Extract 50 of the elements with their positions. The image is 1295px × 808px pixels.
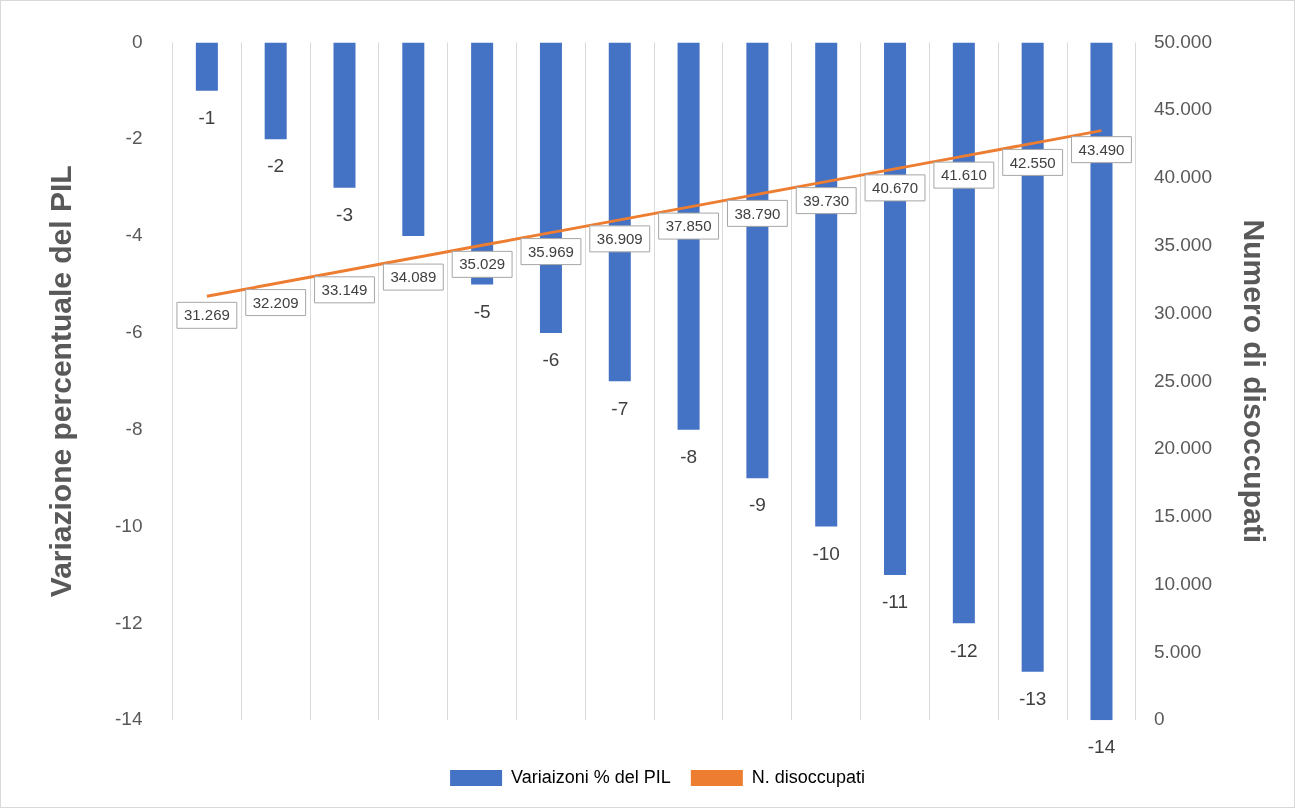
data-label: 40.670 (872, 179, 918, 197)
legend-label: Variaizoni % del PIL (511, 766, 671, 787)
y-tick-label: 0 (131, 30, 143, 52)
data-label: -8 (680, 445, 698, 467)
data-label: -2 (267, 155, 285, 177)
y2-tick-label: 30.000 (1153, 301, 1213, 323)
data-label: 32.209 (252, 293, 299, 311)
y2-tick-label: 10.000 (1153, 572, 1213, 594)
y2-tick-label: 5.000 (1153, 640, 1202, 662)
y2-tick-label: 40.000 (1153, 166, 1213, 188)
data-label: -3 (336, 203, 353, 225)
y2-axis-title: Numero di disoccupati (1237, 219, 1271, 543)
data-label: 34.089 (390, 268, 437, 286)
data-label: -6 (542, 349, 560, 371)
legend-label: N. disoccupati (751, 766, 865, 787)
data-label: 41.610 (940, 166, 987, 184)
data-label: -10 (812, 542, 840, 564)
y-tick-label: -12 (114, 611, 143, 633)
data-label: 38.790 (734, 204, 781, 222)
data-label: -12 (950, 639, 978, 661)
data-label: -1 (198, 107, 216, 129)
y2-tick-label: 20.000 (1153, 437, 1213, 459)
y-tick-label: -8 (125, 417, 143, 439)
data-label: 39.730 (803, 191, 850, 209)
data-label: 36.909 (596, 230, 643, 247)
y-tick-label: -6 (125, 321, 143, 343)
y2-tick-label: 50.000 (1153, 30, 1213, 52)
y-tick-label: -4 (125, 224, 143, 246)
data-label: 33.149 (321, 280, 368, 298)
data-label: -11 (882, 591, 909, 613)
y2-tick-label: 45.000 (1153, 98, 1213, 120)
data-label: -13 (1018, 688, 1047, 710)
data-label: -7 (611, 397, 629, 419)
y2-tick-label: 25.000 (1153, 369, 1213, 391)
data-label: 42.550 (1009, 153, 1056, 171)
y2-tick-label: 15.000 (1153, 505, 1213, 527)
data-label: 37.850 (665, 217, 712, 235)
data-label: 35.029 (459, 255, 506, 273)
data-label: 35.969 (528, 242, 574, 260)
y-tick-label: -14 (114, 708, 143, 730)
data-label: 31.269 (183, 306, 230, 324)
y2-tick-label: 0 (1153, 708, 1165, 730)
data-label: -9 (748, 494, 766, 516)
y-tick-label: -10 (114, 514, 143, 536)
data-label: 43.490 (1078, 140, 1125, 158)
y2-tick-label: 35.000 (1153, 233, 1213, 255)
y-tick-label: -2 (125, 127, 143, 149)
data-label: -14 (1087, 736, 1116, 758)
y-axis-title: Variazione percentuale del PIL (44, 165, 78, 598)
data-label: -5 (473, 300, 491, 322)
